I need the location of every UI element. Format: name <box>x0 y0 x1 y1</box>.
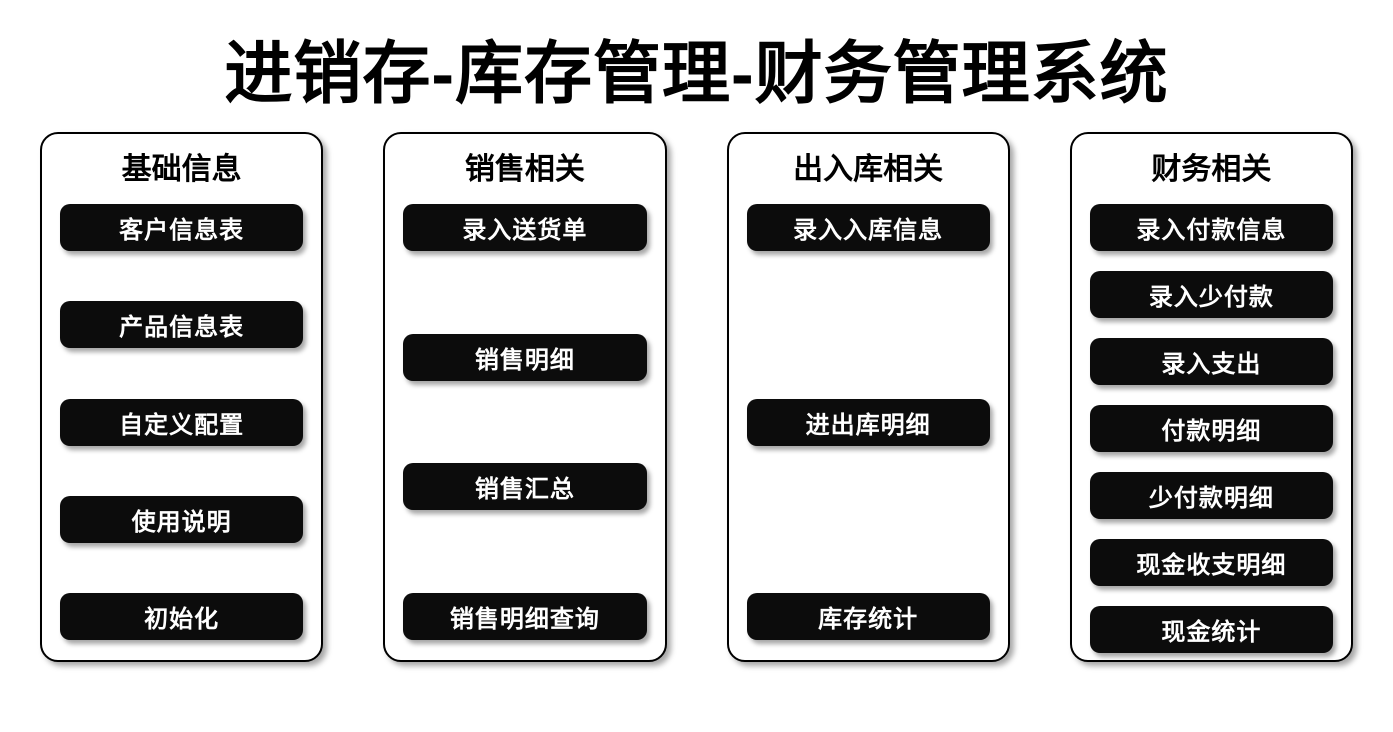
usage-guide-button[interactable]: 使用说明 <box>60 496 303 543</box>
enter-expense-button[interactable]: 录入支出 <box>1090 338 1333 385</box>
sales-detail-button[interactable]: 销售明细 <box>403 334 646 381</box>
sales-detail-query-button[interactable]: 销售明细查询 <box>403 593 646 640</box>
customer-info-button[interactable]: 客户信息表 <box>60 204 303 251</box>
buttons-area-inventory: 录入入库信息 进出库明细 库存统计 <box>747 204 990 640</box>
custom-config-button[interactable]: 自定义配置 <box>60 399 303 446</box>
inout-detail-button[interactable]: 进出库明细 <box>747 399 990 446</box>
panel-basic-info: 基础信息 客户信息表 产品信息表 自定义配置 使用说明 初始化 <box>40 132 323 662</box>
panel-title-sales: 销售相关 <box>403 144 646 188</box>
sales-summary-button[interactable]: 销售汇总 <box>403 463 646 510</box>
cash-stats-button[interactable]: 现金统计 <box>1090 606 1333 653</box>
underpayment-detail-button[interactable]: 少付款明细 <box>1090 472 1333 519</box>
enter-delivery-button[interactable]: 录入送货单 <box>403 204 646 251</box>
panels-container: 基础信息 客户信息表 产品信息表 自定义配置 使用说明 初始化 销售相关 录入送… <box>0 132 1393 662</box>
initialize-button[interactable]: 初始化 <box>60 593 303 640</box>
panel-title-basic: 基础信息 <box>60 144 303 188</box>
enter-inbound-button[interactable]: 录入入库信息 <box>747 204 990 251</box>
buttons-area-basic: 客户信息表 产品信息表 自定义配置 使用说明 初始化 <box>60 204 303 640</box>
main-title: 进销存-库存管理-财务管理系统 <box>0 18 1393 117</box>
product-info-button[interactable]: 产品信息表 <box>60 301 303 348</box>
enter-underpayment-button[interactable]: 录入少付款 <box>1090 271 1333 318</box>
panel-title-finance: 财务相关 <box>1090 144 1333 188</box>
buttons-area-finance: 录入付款信息 录入少付款 录入支出 付款明细 少付款明细 现金收支明细 现金统计 <box>1090 204 1333 653</box>
inventory-stats-button[interactable]: 库存统计 <box>747 593 990 640</box>
buttons-area-sales: 录入送货单 销售明细 销售汇总 销售明细查询 <box>403 204 646 640</box>
panel-sales: 销售相关 录入送货单 销售明细 销售汇总 销售明细查询 <box>383 132 666 662</box>
panel-inventory: 出入库相关 录入入库信息 进出库明细 库存统计 <box>727 132 1010 662</box>
panel-finance: 财务相关 录入付款信息 录入少付款 录入支出 付款明细 少付款明细 现金收支明细… <box>1070 132 1353 662</box>
cash-detail-button[interactable]: 现金收支明细 <box>1090 539 1333 586</box>
enter-payment-button[interactable]: 录入付款信息 <box>1090 204 1333 251</box>
panel-title-inventory: 出入库相关 <box>747 144 990 188</box>
payment-detail-button[interactable]: 付款明细 <box>1090 405 1333 452</box>
